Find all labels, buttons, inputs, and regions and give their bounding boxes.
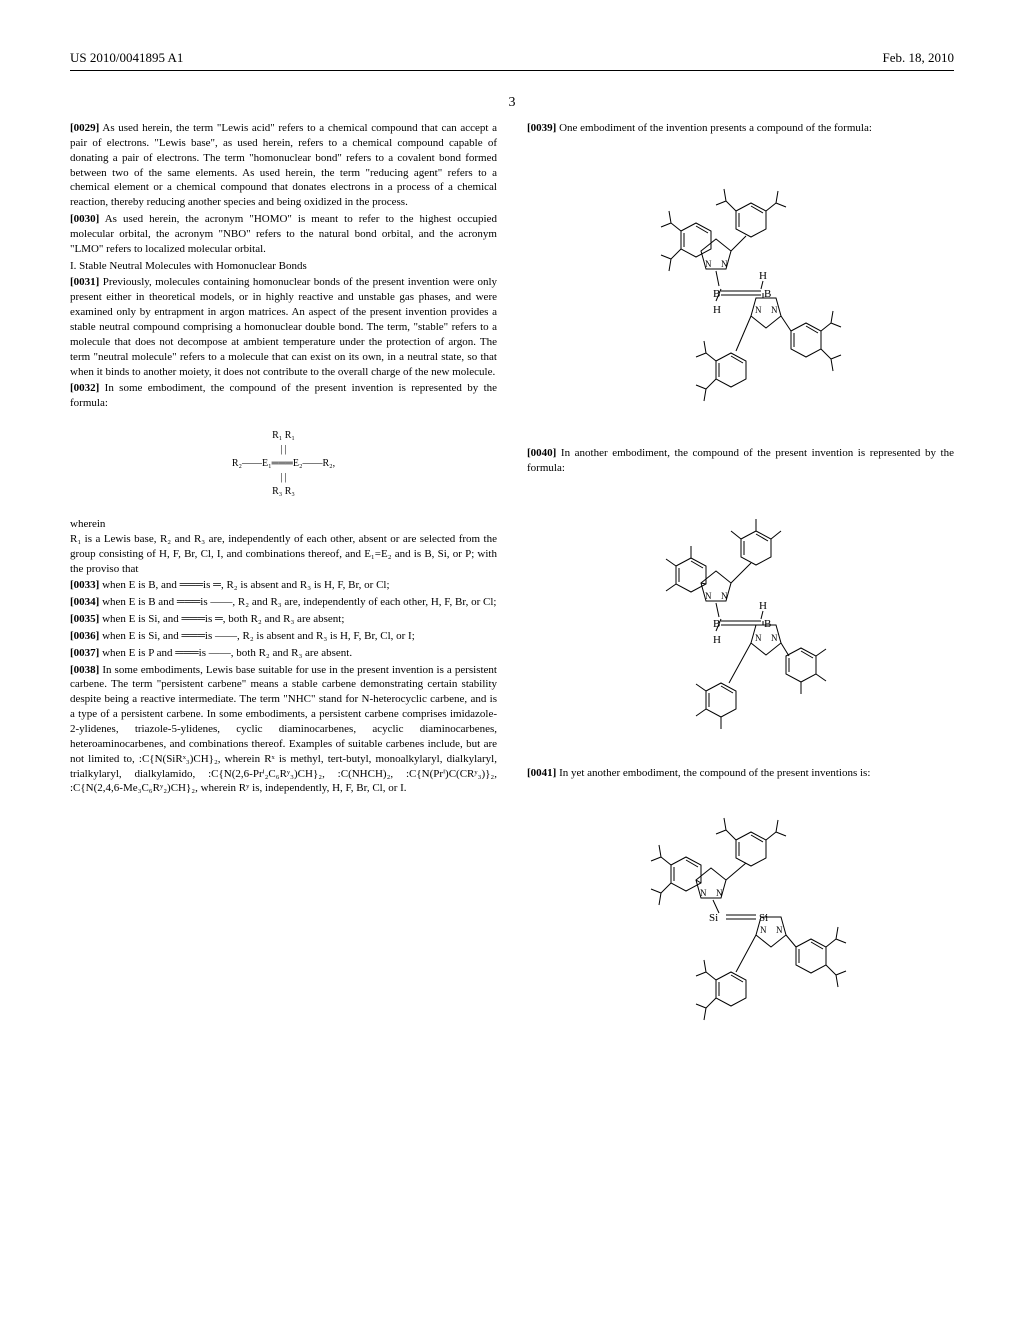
formula-line5: R₃ R₃ bbox=[70, 485, 497, 499]
para-text-32: In some embodiment, the compound of the … bbox=[70, 382, 497, 409]
svg-text:N: N bbox=[721, 259, 728, 269]
svg-text:B: B bbox=[764, 618, 771, 630]
svg-text:H: H bbox=[759, 270, 767, 282]
page-number: 3 bbox=[0, 95, 1024, 111]
paragraph-29: [0029] As used herein, the term "Lewis a… bbox=[70, 121, 497, 210]
para-text-36: when E is Si, and ═══is ——, R₂ is absent… bbox=[102, 630, 415, 642]
para-text-40: In another embodiment, the compound of t… bbox=[527, 447, 954, 474]
svg-text:N: N bbox=[771, 633, 778, 643]
formula-line4: | | bbox=[70, 471, 497, 485]
paragraph-33: [0033] when E is B, and ═══is ═, R₂ is a… bbox=[70, 578, 497, 593]
svg-text:Si: Si bbox=[709, 912, 718, 924]
svg-text:N: N bbox=[705, 591, 712, 601]
svg-text:H: H bbox=[713, 304, 721, 316]
para-num-40: [0040] bbox=[527, 447, 556, 459]
svg-text:N: N bbox=[760, 925, 767, 935]
para-num-30: [0030] bbox=[70, 213, 99, 225]
formula-line1: R₁ R₁ bbox=[70, 429, 497, 443]
paragraph-31: [0031] Previously, molecules containing … bbox=[70, 275, 497, 379]
svg-text:H: H bbox=[713, 634, 721, 646]
svg-text:N: N bbox=[755, 305, 762, 315]
paragraph-41: [0041] In yet another embodiment, the co… bbox=[527, 766, 954, 781]
para-text-29: As used herein, the term "Lewis acid" re… bbox=[70, 122, 497, 208]
para-text-30: As used herein, the acronym "HOMO" is me… bbox=[70, 213, 497, 255]
doc-date: Feb. 18, 2010 bbox=[883, 50, 955, 66]
para-text-34: when E is B and ═══is ——, R₂ and R₃ are,… bbox=[102, 596, 496, 608]
page-header: US 2010/0041895 A1 Feb. 18, 2010 bbox=[70, 50, 954, 71]
paragraph-34: [0034] when E is B and ═══is ——, R₂ and … bbox=[70, 595, 497, 610]
doc-number: US 2010/0041895 A1 bbox=[70, 50, 183, 66]
structure-2-svg: B B H H N N bbox=[601, 491, 881, 751]
wherein-label: wherein bbox=[70, 517, 497, 532]
chemical-structure-1: B B H H N N bbox=[527, 151, 954, 431]
wherein-text: R₁ is a Lewis base, R₂ and R₃ are, indep… bbox=[70, 532, 497, 577]
two-column-layout: [0029] As used herein, the term "Lewis a… bbox=[70, 121, 954, 1050]
para-num-33: [0033] bbox=[70, 579, 99, 591]
para-num-38: [0038] bbox=[70, 664, 99, 676]
para-num-31: [0031] bbox=[70, 276, 99, 288]
left-column: [0029] As used herein, the term "Lewis a… bbox=[70, 121, 497, 1050]
para-num-41: [0041] bbox=[527, 767, 556, 779]
svg-text:N: N bbox=[776, 925, 783, 935]
structure-1-svg: B B H H N N bbox=[601, 151, 881, 431]
paragraph-39: [0039] One embodiment of the invention p… bbox=[527, 121, 954, 136]
right-column: [0039] One embodiment of the invention p… bbox=[527, 121, 954, 1050]
para-num-34: [0034] bbox=[70, 596, 99, 608]
para-num-32: [0032] bbox=[70, 382, 99, 394]
para-num-37: [0037] bbox=[70, 647, 99, 659]
formula-general: R₁ R₁ | | R₂——E₁═══E₂——R₂, | | R₃ R₃ bbox=[70, 429, 497, 499]
para-num-39: [0039] bbox=[527, 122, 556, 134]
para-text-39: One embodiment of the invention presents… bbox=[559, 122, 872, 134]
paragraph-37: [0037] when E is P and ═══is ——, both R₂… bbox=[70, 646, 497, 661]
svg-text:N: N bbox=[755, 633, 762, 643]
svg-text:N: N bbox=[721, 591, 728, 601]
paragraph-30: [0030] As used herein, the acronym "HOMO… bbox=[70, 212, 497, 257]
formula-line3: R₂——E₁═══E₂——R₂, bbox=[70, 457, 497, 471]
chemical-structure-2: B B H H N N bbox=[527, 491, 954, 751]
paragraph-32: [0032] In some embodiment, the compound … bbox=[70, 381, 497, 411]
paragraph-40: [0040] In another embodiment, the compou… bbox=[527, 446, 954, 476]
paragraph-35: [0035] when E is Si, and ═══is ═, both R… bbox=[70, 612, 497, 627]
para-num-29: [0029] bbox=[70, 122, 99, 134]
structure-3-svg: Si Si N N bbox=[601, 795, 881, 1035]
svg-text:H: H bbox=[759, 600, 767, 612]
para-num-36: [0036] bbox=[70, 630, 99, 642]
para-text-41: In yet another embodiment, the compound … bbox=[559, 767, 870, 779]
chemical-structure-3: Si Si N N bbox=[527, 795, 954, 1035]
para-text-35: when E is Si, and ═══is ═, both R₂ and R… bbox=[102, 613, 344, 625]
para-text-33: when E is B, and ═══is ═, R₂ is absent a… bbox=[102, 579, 389, 591]
svg-text:N: N bbox=[771, 305, 778, 315]
svg-text:N: N bbox=[716, 888, 723, 898]
para-text-38: In some embodiments, Lewis base suitable… bbox=[70, 664, 497, 795]
svg-text:N: N bbox=[700, 888, 707, 898]
formula-line2: | | bbox=[70, 443, 497, 457]
para-text-37: when E is P and ═══is ——, both R₂ and R₃… bbox=[102, 647, 352, 659]
svg-text:N: N bbox=[705, 259, 712, 269]
section-heading-1: I. Stable Neutral Molecules with Homonuc… bbox=[70, 259, 497, 274]
paragraph-36: [0036] when E is Si, and ═══is ——, R₂ is… bbox=[70, 629, 497, 644]
para-num-35: [0035] bbox=[70, 613, 99, 625]
paragraph-38: [0038] In some embodiments, Lewis base s… bbox=[70, 663, 497, 797]
para-text-31: Previously, molecules containing homonuc… bbox=[70, 276, 497, 377]
